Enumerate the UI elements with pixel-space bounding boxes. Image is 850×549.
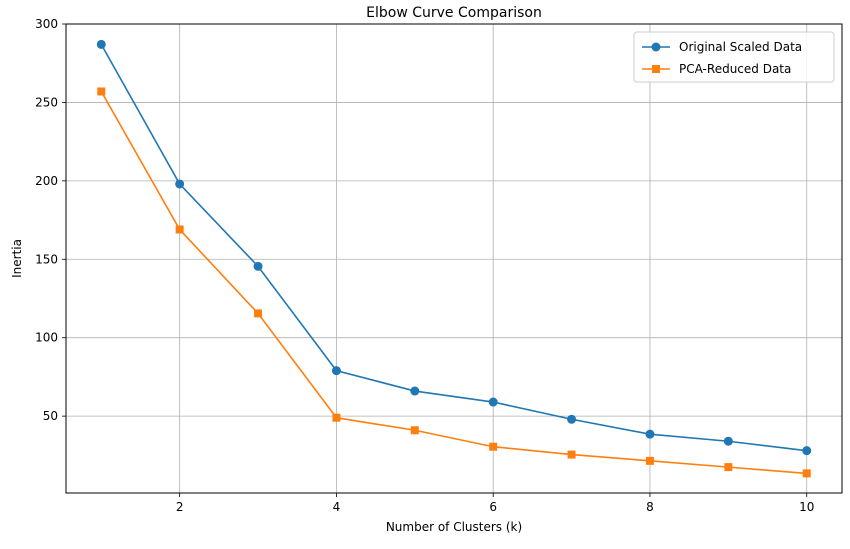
data-point-circle: [410, 386, 420, 396]
data-point-square: [567, 450, 576, 459]
x-tick-label: 4: [333, 500, 341, 514]
y-axis-label: Inertia: [10, 239, 24, 278]
series-layer: [96, 39, 812, 478]
data-point-circle: [253, 261, 263, 271]
data-point-circle: [175, 179, 185, 189]
data-point-circle: [723, 436, 733, 446]
y-tick-label: 150: [35, 252, 58, 266]
legend-marker-square: [652, 65, 660, 73]
data-point-circle: [802, 446, 812, 456]
data-point-square: [489, 442, 498, 451]
grid-lines: [66, 23, 842, 493]
x-axis-label: Number of Clusters (k): [386, 520, 522, 534]
data-point-circle: [96, 39, 106, 49]
data-point-square: [97, 87, 106, 96]
data-point-circle: [488, 397, 498, 407]
series-line: [100, 91, 807, 475]
chart-title: Elbow Curve Comparison: [366, 5, 542, 21]
series-line: [100, 43, 807, 452]
y-tick-label: 200: [35, 174, 58, 188]
plot-frame: [65, 23, 843, 494]
data-point-square: [410, 426, 419, 435]
x-tick-label: 6: [489, 500, 497, 514]
legend-label: PCA-Reduced Data: [679, 62, 791, 76]
series-2: [97, 87, 811, 478]
data-point-square: [254, 309, 263, 318]
y-tick-label: 100: [35, 331, 58, 345]
legend-label: Original Scaled Data: [679, 40, 802, 54]
legend-box: [633, 31, 835, 83]
x-axis-ticks: 2 4 6 8 10: [176, 493, 814, 514]
legend-entry: Original Scaled Data: [642, 40, 802, 54]
x-tick-label: 8: [646, 500, 654, 514]
data-point-circle: [567, 414, 577, 424]
y-tick-label: 50: [43, 409, 58, 423]
legend: Original Scaled Data PCA-Reduced Data: [633, 31, 835, 83]
x-tick-label: 2: [176, 500, 184, 514]
series-1: [96, 39, 812, 456]
data-point-circle: [331, 366, 341, 376]
legend-entry: PCA-Reduced Data: [642, 62, 791, 76]
legend-marker-circle: [651, 42, 661, 52]
data-point-square: [175, 225, 184, 234]
y-tick-label: 250: [35, 95, 58, 109]
y-axis-ticks: 50 100 150 200 250 300: [35, 17, 66, 423]
y-tick-label: 300: [35, 17, 58, 31]
data-point-circle: [645, 429, 655, 439]
data-point-square: [645, 456, 654, 465]
data-point-square: [332, 413, 341, 422]
data-point-square: [802, 469, 811, 478]
x-tick-label: 10: [799, 500, 814, 514]
data-point-square: [724, 463, 733, 472]
